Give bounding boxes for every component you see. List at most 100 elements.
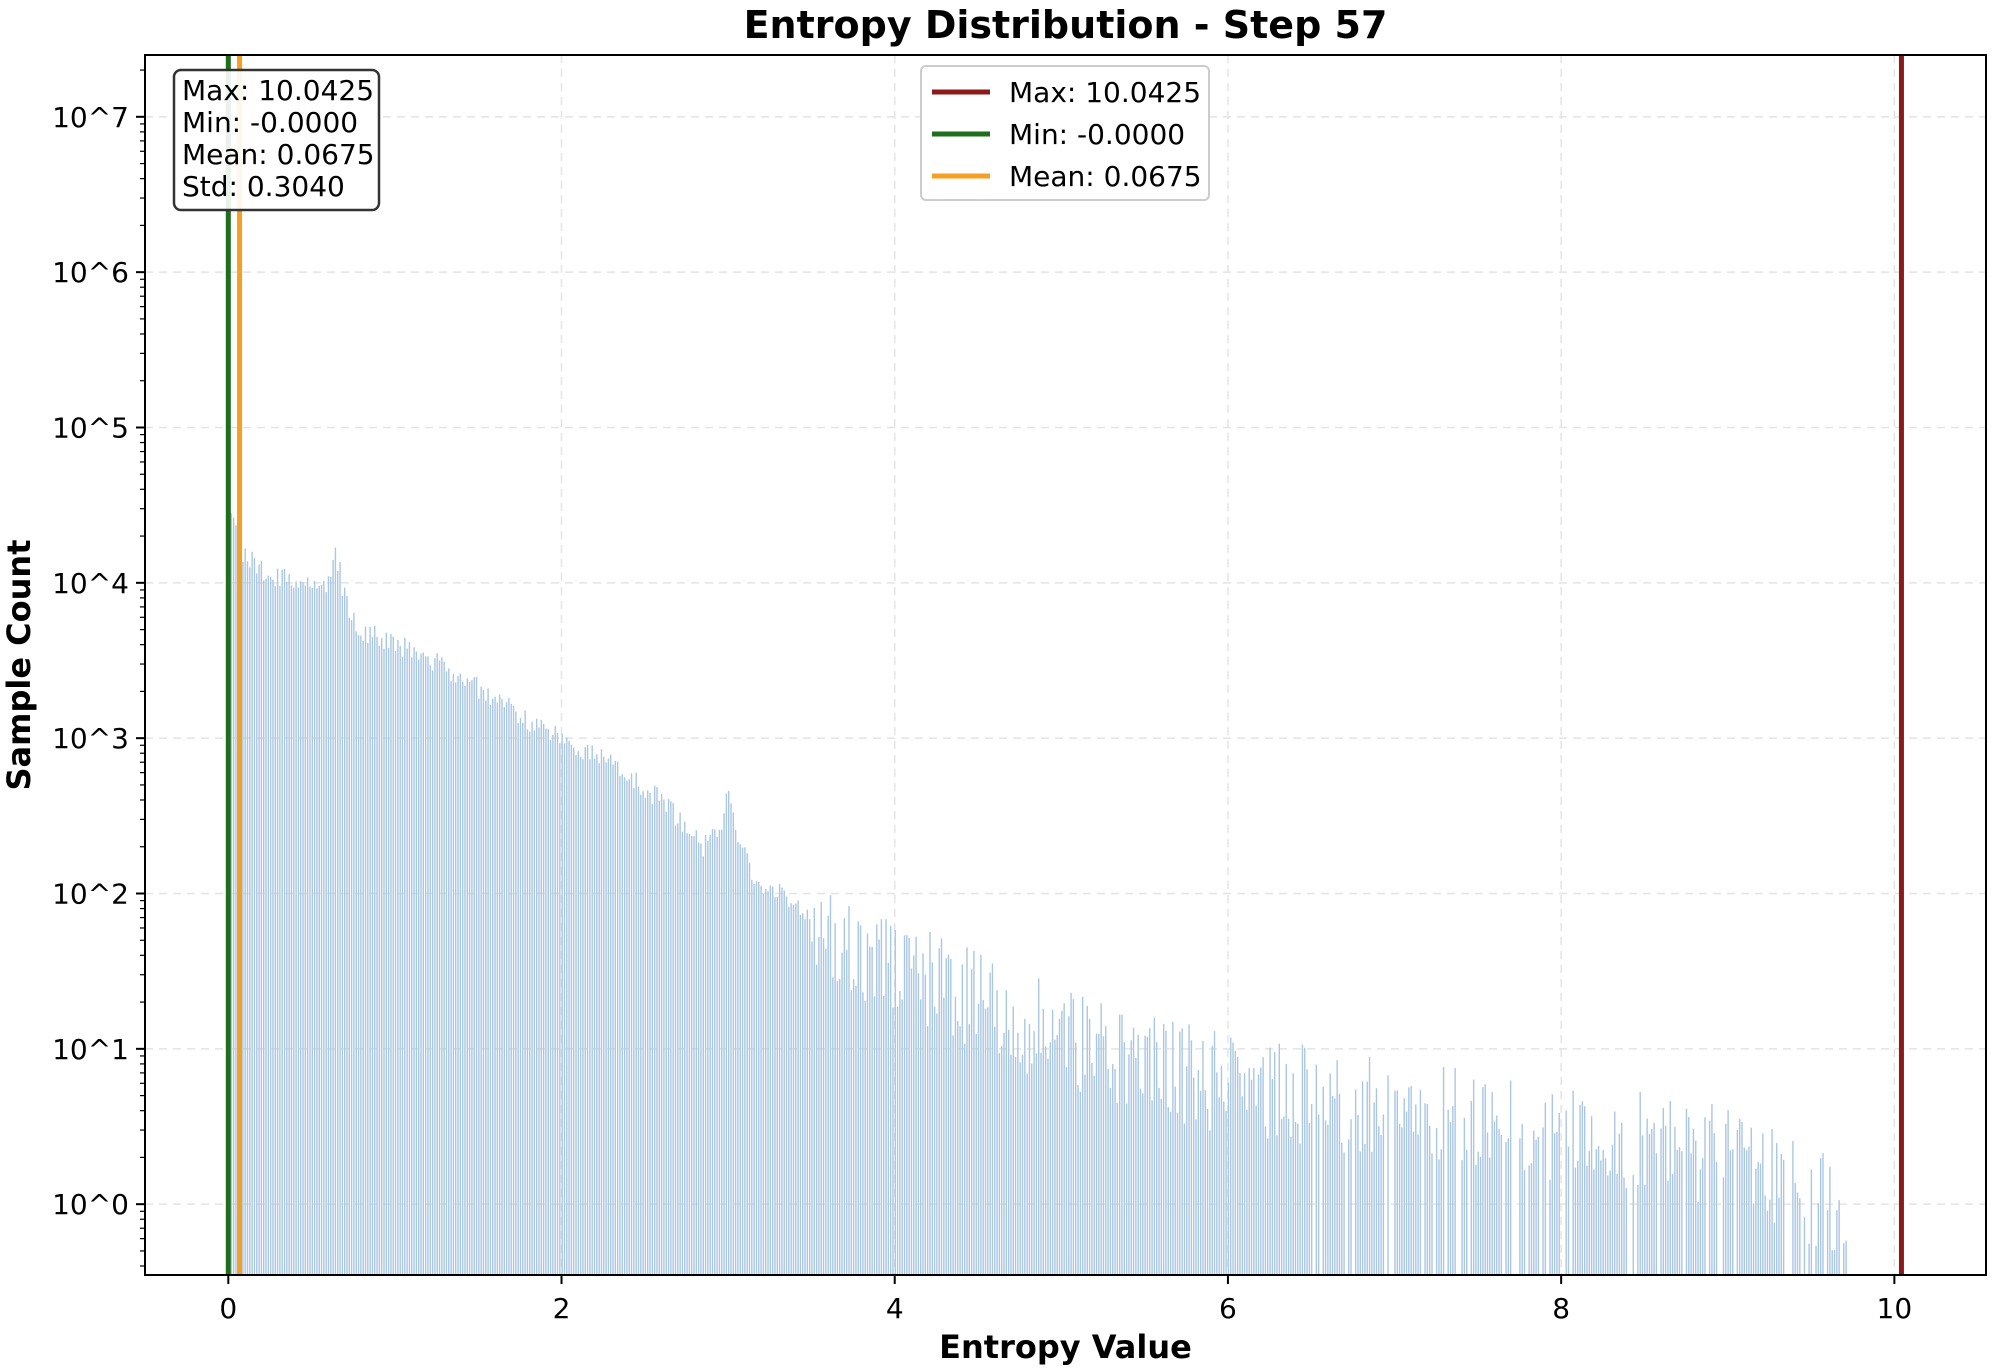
histogram-bar (603, 756, 605, 1275)
histogram-bar (1507, 1138, 1510, 1275)
histogram-bar (1058, 1018, 1061, 1275)
histogram-bar (1669, 1101, 1671, 1275)
histogram-bar (1817, 1203, 1820, 1275)
y-tick-label: 10^6 (52, 256, 129, 289)
histogram-bar (1762, 1133, 1764, 1275)
histogram-bar (915, 936, 917, 1275)
histogram-bar (1088, 1019, 1091, 1275)
histogram-bar (1322, 1086, 1324, 1275)
histogram-bar (711, 829, 714, 1275)
histogram-bar (1678, 1147, 1681, 1275)
histogram-bar (677, 823, 679, 1275)
histogram-bar (1354, 1089, 1357, 1275)
histogram-bar (283, 569, 286, 1275)
histogram-bar (1764, 1195, 1766, 1275)
histogram-bar (1489, 1157, 1491, 1275)
histogram-bar (1741, 1121, 1743, 1275)
histogram-bar (1019, 1062, 1021, 1275)
histogram-bar (1109, 1087, 1112, 1275)
histogram-bar (404, 637, 406, 1275)
histogram-bar (869, 946, 871, 1275)
histogram-bar (1401, 1127, 1403, 1275)
histogram-bar (1632, 1174, 1634, 1275)
histogram-bar (1593, 1169, 1595, 1275)
histogram-bar (1186, 1066, 1188, 1275)
histogram-bar (1544, 1102, 1547, 1275)
histogram-bar (489, 704, 492, 1275)
histogram-bar (836, 981, 839, 1275)
histogram-bar (1708, 1120, 1711, 1275)
histogram-bar (1165, 1030, 1167, 1275)
histogram-bar (251, 551, 253, 1275)
histogram-bar (987, 1007, 989, 1275)
histogram-bar (665, 811, 667, 1275)
histogram-bar (702, 856, 704, 1275)
histogram-bar (792, 905, 795, 1275)
histogram-bar (1329, 1073, 1331, 1275)
histogram-bar (355, 631, 357, 1275)
histogram-bar (378, 645, 381, 1275)
histogram-bar (1535, 1139, 1537, 1275)
histogram-bar (1294, 1121, 1297, 1275)
histogram-bar (732, 812, 735, 1275)
histogram-bar (651, 803, 654, 1275)
histogram-bar (686, 833, 688, 1275)
legend-label: Mean: 0.0675 (1009, 160, 1202, 193)
histogram-bar (360, 635, 362, 1275)
histogram-bar (690, 835, 693, 1275)
histogram-bar (1794, 1183, 1796, 1275)
histogram-bar (961, 964, 964, 1275)
histogram-bar (820, 901, 822, 1275)
histogram-bar (1287, 1118, 1290, 1275)
histogram-bar (589, 759, 591, 1275)
histogram-bar (936, 1013, 938, 1275)
histogram-bar (436, 653, 438, 1275)
histogram-bar (1366, 1081, 1368, 1275)
histogram-bar (478, 698, 480, 1275)
histogram-bar (1611, 1144, 1614, 1275)
histogram-bar (940, 938, 943, 1275)
histogram-bar (464, 685, 466, 1275)
histogram-bar (1049, 1042, 1051, 1275)
histogram-bar (1641, 1135, 1644, 1275)
histogram-bar (1003, 1032, 1005, 1275)
histogram-bar (1158, 1087, 1160, 1275)
histogram-bar (947, 954, 950, 1275)
histogram-bar (577, 751, 580, 1275)
histogram-bar (1625, 1188, 1628, 1275)
histogram-bar (1415, 1104, 1417, 1275)
histogram-bar (1796, 1192, 1799, 1275)
histogram-bar (714, 829, 716, 1275)
histogram-bar (1845, 1240, 1847, 1275)
histogram-bar (1331, 1096, 1334, 1275)
histogram-bar (1405, 1111, 1408, 1275)
histogram-bar (1463, 1117, 1466, 1275)
histogram-bar (427, 656, 429, 1275)
histogram-bar (526, 729, 529, 1275)
histogram-bar (790, 903, 792, 1275)
histogram-bar (1826, 1209, 1829, 1275)
histogram-bar (811, 941, 813, 1275)
histogram-bar (760, 886, 762, 1275)
histogram-bar (1549, 1179, 1551, 1275)
histogram-bar (637, 786, 640, 1275)
histogram-bar (1452, 1106, 1454, 1275)
histogram-bar (1500, 1135, 1503, 1275)
histogram-bar (1454, 1068, 1456, 1275)
histogram-bar (839, 979, 841, 1275)
histogram-bar (1396, 1090, 1398, 1275)
histogram-bar (1193, 1077, 1195, 1275)
histogram-bar (438, 660, 441, 1275)
histogram-bar (815, 964, 818, 1275)
histogram-bar (876, 924, 878, 1275)
histogram-bar (614, 760, 617, 1275)
x-tick-label: 2 (553, 1292, 571, 1325)
histogram-bar (739, 844, 741, 1275)
histogram-bar (1271, 1079, 1274, 1275)
histogram-bar (1482, 1087, 1484, 1275)
histogram-bar (1438, 1159, 1440, 1275)
histogram-bar (1183, 1123, 1186, 1275)
histogram-bar (471, 680, 473, 1275)
plot-frame (144, 54, 1987, 1276)
histogram-bar (281, 569, 283, 1275)
